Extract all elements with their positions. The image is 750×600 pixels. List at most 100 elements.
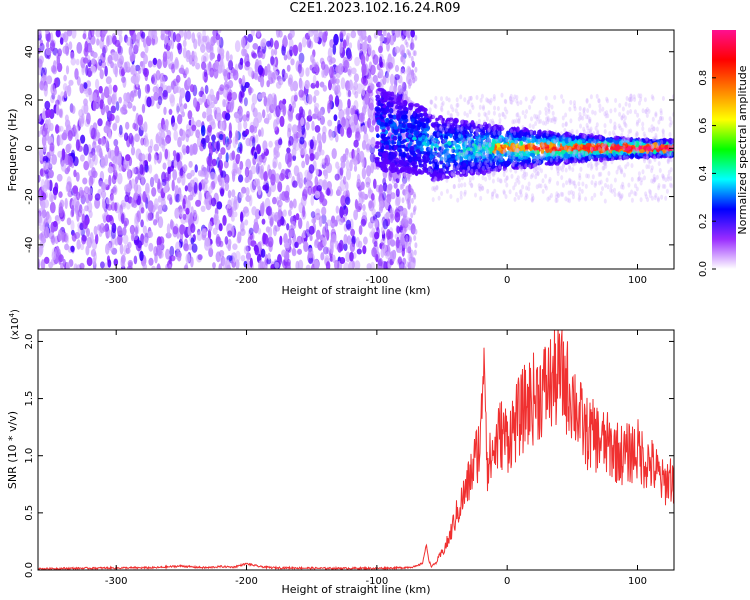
heatmap-cell: [131, 64, 136, 74]
heatmap-cell: [112, 84, 118, 93]
heatmap-cell: [292, 80, 299, 92]
heatmap-cell: [129, 90, 135, 103]
heatmap-cell: [86, 256, 93, 267]
heatmap-cell: [422, 162, 428, 169]
heatmap-cell: [298, 89, 305, 98]
heatmap-cell: [346, 32, 351, 40]
heatmap-cell: [401, 183, 405, 190]
heatmap-cell: [658, 151, 662, 157]
heatmap-cell: [46, 180, 50, 190]
heatmap-cell: [328, 94, 334, 103]
heatmap-cell: [38, 215, 42, 226]
heatmap-cell: [196, 136, 201, 148]
heatmap-cell: [468, 164, 472, 169]
heatmap-cell: [318, 109, 323, 119]
heatmap-cell: [531, 96, 535, 102]
heatmap-cell: [205, 191, 212, 201]
heatmap-cell: [374, 156, 380, 161]
heatmap-cell: [252, 137, 256, 148]
heatmap-cell: [388, 114, 393, 119]
heatmap-cell: [457, 177, 461, 183]
heatmap-cell: [410, 197, 414, 204]
heatmap-cell: [278, 78, 284, 86]
heatmap-cell: [419, 150, 426, 155]
heatmap-cell: [304, 79, 310, 90]
heatmap-cell: [503, 144, 507, 149]
heatmap-cell: [59, 37, 64, 45]
heatmap-cell: [58, 254, 64, 263]
heatmap-cell: [185, 253, 191, 264]
heatmap-cell: [141, 174, 145, 187]
heatmap-cell: [101, 182, 107, 192]
heatmap-cell: [591, 146, 595, 152]
heatmap-cell: [290, 221, 297, 230]
heatmap-cell: [380, 34, 385, 42]
heatmap-cell: [403, 100, 407, 105]
heatmap-cell: [333, 71, 338, 78]
heatmap-cell: [43, 226, 50, 239]
heatmap-cell: [595, 136, 599, 140]
heatmap-cell: [278, 161, 282, 170]
heatmap-cell: [461, 166, 467, 170]
heatmap-cell: [228, 102, 234, 113]
heatmap-cell: [181, 111, 186, 118]
heatmap-cell: [84, 205, 89, 212]
heatmap-cell: [122, 227, 127, 236]
heatmap-cell: [83, 186, 90, 195]
heatmap-cell: [303, 186, 309, 195]
heatmap-cell: [273, 224, 277, 237]
heatmap-cell: [333, 114, 338, 122]
heatmap-cell: [72, 196, 76, 204]
heatmap-cell: [431, 123, 438, 128]
heatmap-cell: [286, 258, 291, 267]
heatmap-cell: [195, 62, 201, 70]
heatmap-cell: [491, 161, 496, 166]
heatmap-cell: [174, 207, 180, 219]
heatmap-cell: [399, 159, 405, 166]
heatmap-cell: [639, 149, 645, 154]
heatmap-cell: [281, 249, 287, 257]
heatmap-cell: [218, 159, 223, 171]
heatmap-cell: [40, 259, 46, 269]
heatmap-cell: [125, 247, 131, 254]
heatmap-cell: [316, 185, 323, 192]
heatmap-cell: [520, 130, 524, 137]
heatmap-cell: [396, 110, 400, 114]
heatmap-cell: [267, 164, 271, 176]
heatmap-cell: [332, 254, 336, 263]
heatmap-cell: [551, 138, 555, 143]
heatmap-cell: [217, 53, 221, 62]
heatmap-cell: [257, 260, 264, 269]
heatmap-cell: [58, 125, 64, 132]
heatmap-cell: [240, 211, 244, 223]
heatmap-cell: [158, 247, 163, 259]
heatmap-cell: [412, 206, 416, 213]
heatmap-cell: [112, 35, 117, 45]
heatmap-cell: [266, 101, 270, 114]
heatmap-cell: [287, 123, 292, 133]
heatmap-cell: [348, 261, 354, 269]
heatmap-cell: [202, 35, 208, 43]
heatmap-cell: [220, 170, 227, 178]
heatmap-cell: [356, 178, 362, 187]
heatmap-cell: [306, 37, 312, 49]
heatmap-cell: [600, 136, 605, 142]
heatmap-cell: [190, 237, 195, 245]
heatmap-cell: [252, 107, 258, 118]
heatmap-cell: [366, 263, 372, 269]
heatmap-cell: [490, 134, 495, 138]
heatmap-cell: [108, 174, 112, 187]
heatmap-cell: [79, 154, 85, 162]
heatmap-cell: [307, 94, 313, 105]
heatmap-cell: [466, 154, 472, 160]
heatmap-cell: [335, 161, 340, 169]
heatmap-cell: [256, 30, 261, 38]
heatmap-cell: [353, 113, 358, 126]
heatmap-cell: [92, 256, 97, 266]
heatmap-cell: [387, 53, 392, 65]
heatmap-cell: [254, 61, 259, 73]
heatmap-cell: [175, 241, 181, 252]
heatmap-cell: [569, 156, 575, 161]
heatmap-cell: [216, 201, 223, 210]
